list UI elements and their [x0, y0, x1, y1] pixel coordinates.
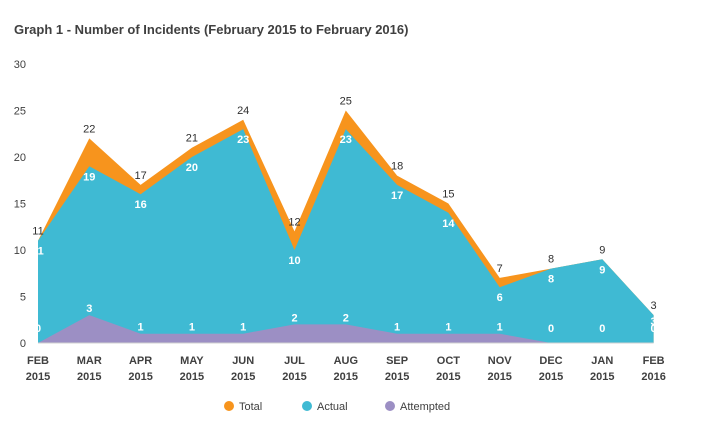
- x-tick-label-year: 2015: [77, 371, 101, 383]
- legend-label-total: Total: [239, 401, 262, 413]
- data-label-attempted: 0: [548, 323, 554, 335]
- y-tick-label: 0: [20, 338, 26, 350]
- x-tick-label-month: JUL: [284, 355, 305, 367]
- data-label-attempted: 1: [445, 322, 451, 334]
- y-tick-label: 25: [14, 106, 26, 118]
- data-label-total: 25: [340, 96, 352, 108]
- data-label-actual: 16: [134, 199, 146, 211]
- y-tick-label: 5: [20, 292, 26, 304]
- data-label-attempted: 1: [138, 322, 144, 334]
- data-label-actual: 11: [32, 246, 44, 258]
- data-label-total: 12: [288, 216, 300, 228]
- data-label-actual: 3: [651, 316, 657, 328]
- data-label-actual: 8: [548, 274, 554, 286]
- x-tick-label-month: JUN: [232, 355, 254, 367]
- data-label-total: 7: [497, 263, 503, 275]
- data-label-total: 3: [651, 300, 657, 312]
- x-tick-label-month: FEB: [643, 355, 665, 367]
- data-label-attempted: 0: [599, 323, 605, 335]
- data-label-actual: 23: [340, 134, 352, 146]
- data-label-total: 24: [237, 105, 249, 117]
- data-label-actual: 6: [497, 292, 503, 304]
- legend-label-actual: Actual: [317, 401, 348, 413]
- x-tick-label-year: 2016: [641, 371, 665, 383]
- data-label-attempted: 1: [394, 322, 400, 334]
- x-tick-label-month: JAN: [591, 355, 613, 367]
- data-label-total: 11: [32, 226, 43, 238]
- data-label-actual: 9: [599, 264, 605, 276]
- data-label-attempted: 1: [497, 322, 503, 334]
- x-tick-label-month: SEP: [386, 355, 408, 367]
- area-actual: [38, 129, 654, 343]
- data-label-actual: 23: [237, 134, 249, 146]
- x-tick-label-year: 2015: [487, 371, 511, 383]
- legend-marker-total: [224, 401, 234, 411]
- data-label-total: 22: [83, 123, 95, 135]
- data-label-attempted: 3: [86, 303, 92, 315]
- data-label-attempted: 0: [35, 323, 41, 335]
- legend-marker-attempted: [385, 401, 395, 411]
- data-label-total: 18: [391, 161, 403, 173]
- data-label-actual: 10: [288, 255, 300, 267]
- x-tick-label-year: 2015: [436, 371, 460, 383]
- area-attempted: [38, 315, 654, 343]
- x-tick-label-year: 2015: [180, 371, 204, 383]
- x-tick-label-month: FEB: [27, 355, 49, 367]
- y-tick-label: 30: [14, 59, 26, 71]
- y-tick-label: 20: [14, 152, 26, 164]
- data-label-attempted: 1: [189, 322, 195, 334]
- x-tick-label-year: 2015: [128, 371, 152, 383]
- x-tick-label-year: 2015: [590, 371, 614, 383]
- x-tick-label-year: 2015: [282, 371, 306, 383]
- data-label-actual: 17: [391, 190, 403, 202]
- legend-label-attempted: Attempted: [400, 401, 450, 413]
- data-label-total: 8: [548, 254, 554, 266]
- data-label-attempted: 2: [343, 312, 349, 324]
- x-tick-label-year: 2015: [231, 371, 255, 383]
- data-label-actual: 19: [83, 171, 95, 183]
- x-tick-label-month: APR: [129, 355, 152, 367]
- x-tick-label-month: MAR: [77, 355, 102, 367]
- y-tick-label: 10: [14, 245, 26, 257]
- x-tick-label-month: NOV: [488, 355, 513, 367]
- data-label-total: 21: [186, 133, 198, 145]
- x-tick-label-month: OCT: [437, 355, 461, 367]
- data-label-actual: 20: [186, 162, 198, 174]
- x-tick-label-month: MAY: [180, 355, 204, 367]
- x-tick-label-month: DEC: [539, 355, 562, 367]
- chart-title: Graph 1 - Number of Incidents (February …: [14, 22, 409, 37]
- y-tick-label: 15: [14, 199, 26, 211]
- data-label-attempted: 0: [651, 323, 657, 335]
- data-label-attempted: 2: [291, 312, 297, 324]
- x-tick-label-year: 2015: [539, 371, 563, 383]
- x-tick-label-year: 2015: [334, 371, 358, 383]
- data-label-total: 17: [134, 170, 146, 182]
- legend-marker-actual: [302, 401, 312, 411]
- data-label-attempted: 1: [240, 322, 246, 334]
- x-tick-label-year: 2015: [26, 371, 50, 383]
- x-tick-label-month: AUG: [334, 355, 358, 367]
- data-label-actual: 14: [442, 218, 455, 230]
- x-tick-label-year: 2015: [385, 371, 409, 383]
- data-label-total: 9: [599, 244, 605, 256]
- data-label-total: 15: [442, 189, 454, 201]
